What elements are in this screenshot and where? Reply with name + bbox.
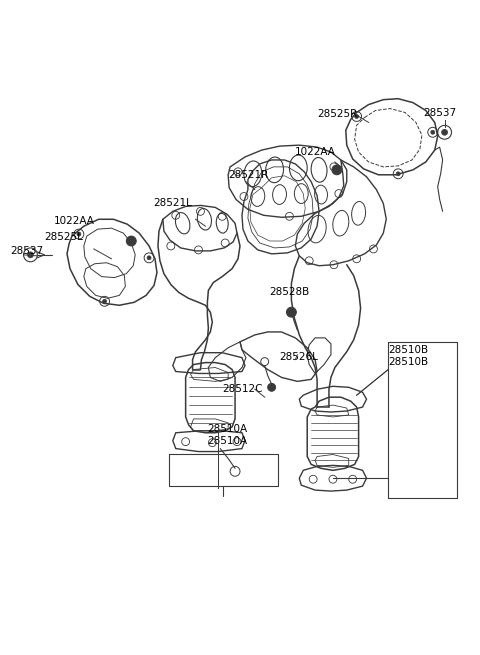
Text: 28537: 28537 [423,107,456,117]
Text: 28512C: 28512C [222,384,263,394]
Circle shape [396,172,400,176]
Text: 28521L: 28521L [153,198,192,208]
Text: 28525L: 28525L [44,232,83,242]
Circle shape [287,307,296,317]
Text: 28510B: 28510B [388,356,428,367]
Circle shape [27,252,34,258]
Text: 28510B: 28510B [388,345,428,355]
Text: 1022AA: 1022AA [294,147,335,157]
Circle shape [442,129,447,135]
Circle shape [332,165,342,175]
Text: 28528B: 28528B [270,288,310,297]
Text: 28526L: 28526L [279,352,318,362]
Text: 28510A: 28510A [207,436,248,445]
Circle shape [431,130,435,134]
Text: 28510A: 28510A [207,424,248,434]
Circle shape [126,236,136,246]
Circle shape [268,383,276,391]
Text: 28525R: 28525R [317,109,357,119]
Circle shape [103,299,107,303]
Text: 1022AA: 1022AA [54,216,95,226]
Text: 28537: 28537 [11,246,44,256]
Circle shape [147,256,151,260]
Text: 28521R: 28521R [228,170,268,179]
Circle shape [77,232,81,236]
Circle shape [355,115,359,119]
